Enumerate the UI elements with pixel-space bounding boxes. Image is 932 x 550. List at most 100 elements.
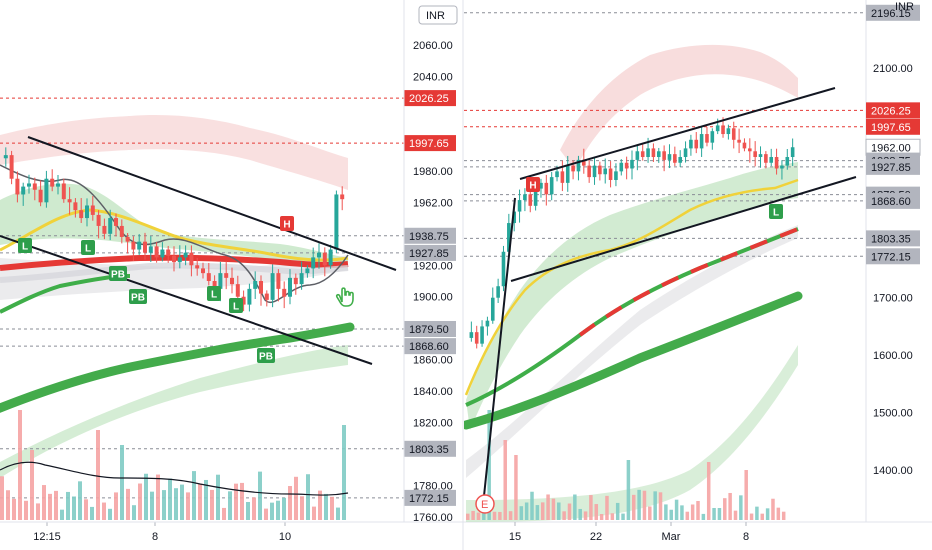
- candle-body: [15, 178, 20, 195]
- candle-body: [721, 125, 725, 135]
- candle-body: [780, 165, 784, 169]
- candle-body: [148, 246, 153, 253]
- volume-bar: [781, 511, 786, 520]
- candle-body: [166, 249, 171, 256]
- volume-bar: [18, 410, 22, 520]
- volume-bar: [669, 509, 673, 520]
- price-badge: [404, 90, 456, 107]
- price-badge-label: 1962.00: [871, 142, 911, 154]
- candle-body: [102, 225, 107, 234]
- left-currency-box[interactable]: INR: [418, 5, 458, 25]
- candle-body: [469, 332, 474, 338]
- volume-bar: [583, 511, 588, 520]
- volume-bar: [728, 492, 732, 520]
- volume-bar: [192, 471, 196, 520]
- signal-badge: [229, 298, 243, 313]
- volume-bar: [589, 495, 593, 520]
- candle-body: [565, 165, 570, 183]
- candle-body: [592, 165, 597, 178]
- earnings-marker[interactable]: E: [475, 494, 495, 514]
- ema-yellow: [0, 208, 349, 262]
- right-channel-upper: [519, 87, 836, 180]
- candle-body: [603, 168, 608, 175]
- candle-body: [764, 154, 768, 163]
- volume-bar: [60, 509, 64, 520]
- volume-bar: [546, 494, 550, 520]
- volume-bar: [66, 491, 70, 520]
- y-tick-label: 1700.00: [873, 293, 913, 305]
- ema-red-thick: [0, 254, 349, 271]
- right-chart-pane[interactable]: HL E 1400.001500.001600.001700.002100.00…: [464, 1, 921, 543]
- candle-body: [705, 134, 709, 143]
- candle-body: [79, 210, 84, 219]
- volume-bar: [246, 501, 250, 520]
- y-tick-label: 1860.00: [413, 355, 453, 367]
- x-tick-label: 22: [590, 531, 602, 543]
- candle-body: [651, 148, 656, 158]
- volume-bar: [749, 513, 754, 520]
- volume-bar: [685, 511, 690, 520]
- right-price-axis[interactable]: 1400.00 1500.00 1600.00 1700.00 2100.00 2196.…: [865, 4, 921, 477]
- left-chart-pane[interactable]: L L PB PB L L PB H 1760.00 1780.00 1820.00 1840.00…: [0, 5, 458, 543]
- volume-bar: [567, 503, 572, 520]
- volume-bar: [216, 474, 220, 520]
- candle-body: [230, 277, 234, 285]
- volume-bar: [498, 511, 502, 520]
- volume-bar: [318, 490, 322, 520]
- candle-body: [311, 257, 316, 269]
- volume-bar: [712, 507, 716, 520]
- volume-bar: [102, 502, 106, 520]
- right-time-axis[interactable]: 15 22 Mar 8: [509, 522, 749, 543]
- candle-body: [299, 273, 304, 285]
- y-tick-label: 2100.00: [873, 63, 913, 75]
- volume-bar: [222, 507, 226, 520]
- volume-bar: [680, 505, 684, 520]
- candle-body: [32, 183, 37, 190]
- candle-body: [125, 236, 130, 242]
- left-time-axis[interactable]: 12:15 8 10: [33, 522, 291, 543]
- candle-body: [270, 273, 275, 300]
- price-badge-label: 1997.65: [409, 138, 449, 150]
- price-badge: [404, 244, 456, 261]
- volume-bar: [120, 445, 124, 520]
- left-candles: [3, 147, 345, 312]
- signal-badge: [109, 266, 127, 281]
- volume-bar: [42, 485, 46, 520]
- channel-upper-line: [27, 136, 397, 271]
- candle-body: [715, 125, 720, 132]
- volume-bar: [701, 513, 706, 520]
- candle-body: [640, 151, 645, 158]
- candle-body: [571, 165, 575, 172]
- volume-bar: [733, 510, 738, 520]
- price-badge-label: 2196.15: [871, 8, 911, 20]
- candle-body: [305, 268, 310, 274]
- candle-body: [259, 281, 263, 294]
- price-badge-label: 1927.85: [409, 248, 449, 260]
- candle-body: [485, 320, 490, 327]
- candle-body: [206, 273, 211, 281]
- candle-body: [131, 241, 136, 250]
- x-tick-label: 8: [743, 531, 749, 543]
- price-badge-label: 1927.85: [871, 162, 911, 174]
- y-tick-label: 1920.00: [413, 260, 453, 272]
- candle-body: [27, 183, 31, 187]
- y-tick-label: 1962.00: [413, 197, 453, 209]
- price-badge-label: 2026.25: [871, 105, 911, 117]
- left-price-axis[interactable]: 1760.00 1780.00 1820.00 1840.00 1860.00 1900.…: [404, 40, 456, 524]
- volume-bar: [524, 502, 529, 520]
- signal-badge: [207, 286, 221, 301]
- green-band-lower-right: [466, 345, 798, 522]
- volume-bar: [168, 478, 172, 520]
- signal-badge-label: H: [529, 181, 536, 192]
- volume-bar: [551, 498, 556, 520]
- candle-body: [224, 273, 229, 278]
- candle-body: [694, 139, 699, 149]
- price-badge: [404, 135, 456, 152]
- candle-body: [582, 159, 586, 166]
- volume-bar: [240, 482, 244, 520]
- price-badge-label: 1868.60: [409, 341, 449, 353]
- volume-bar: [739, 495, 743, 520]
- signal-badge-label: PB: [259, 352, 273, 363]
- signal-badge-label: L: [233, 302, 239, 313]
- volume-bar: [288, 486, 292, 520]
